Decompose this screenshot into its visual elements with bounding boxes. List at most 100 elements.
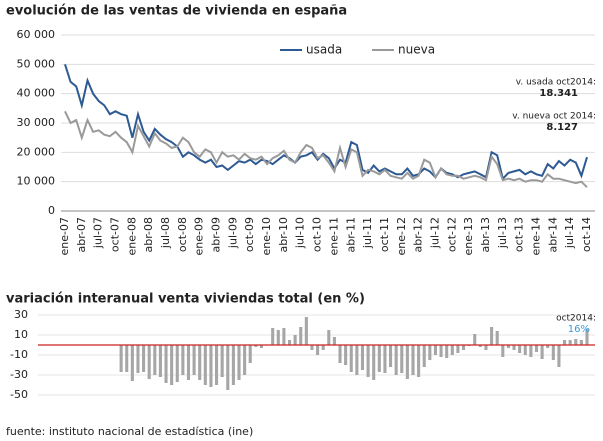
x-tick-label: ene-10 [260, 217, 273, 255]
x-tick-label: ene-12 [395, 217, 408, 255]
bar [563, 340, 567, 345]
bar [226, 345, 230, 390]
bar [389, 345, 393, 367]
x-tick-label: oct-07 [109, 217, 122, 252]
annotation-value: 8.127 [546, 122, 578, 133]
x-tick-label: jul-13 [496, 217, 509, 249]
bar [332, 337, 336, 345]
annotation-label: v. usada oct2014: [516, 78, 596, 88]
x-tick-label: jul-11 [361, 217, 374, 249]
x-tick-label: jul-07 [92, 217, 105, 249]
bar [186, 345, 191, 380]
bar [534, 345, 539, 352]
bar [546, 345, 550, 348]
bar [243, 345, 247, 375]
bar [557, 345, 561, 367]
bar [579, 340, 583, 345]
bar [282, 328, 286, 345]
y-tick-label: 50 000 [17, 57, 56, 70]
bar [405, 345, 409, 379]
bar [422, 345, 426, 367]
bar [125, 345, 129, 372]
x-tick-label: ene-14 [529, 217, 542, 255]
y-tick-label: -50 [10, 388, 28, 401]
bar [377, 345, 381, 372]
bar [198, 345, 202, 380]
x-tick-label: abr-10 [277, 217, 290, 253]
bar [439, 345, 443, 357]
y-tick-label: 10 000 [17, 175, 56, 188]
bar [394, 345, 398, 375]
bar [484, 345, 488, 350]
bar [175, 345, 179, 382]
bar [456, 345, 460, 353]
bar [411, 345, 415, 375]
x-tick-label: oct-08 [176, 217, 189, 252]
bar [220, 345, 224, 377]
bar [316, 345, 320, 355]
bar [417, 345, 421, 377]
bar [473, 334, 477, 345]
bar [568, 340, 572, 345]
bar [400, 345, 404, 373]
bar [445, 345, 449, 358]
x-tick-label: abr-11 [344, 217, 357, 253]
x-tick-label: jul-09 [226, 217, 239, 249]
bar [237, 345, 241, 380]
chart-title: evolución de las ventas de vivienda en e… [6, 4, 347, 19]
bar [321, 345, 325, 350]
x-tick-label: abr-13 [479, 217, 492, 253]
bar [490, 327, 494, 345]
bar [360, 345, 365, 370]
x-tick-label: jul-12 [428, 217, 441, 249]
x-tick-label: jul-14 [563, 217, 576, 249]
bar [551, 345, 555, 360]
footer: fuente: instituto nacional de estadístic… [6, 425, 253, 438]
y-tick-label: -10 [10, 348, 28, 361]
bar [142, 345, 146, 372]
bar [344, 345, 348, 365]
y-tick-label: -30 [10, 368, 28, 381]
bar [506, 345, 510, 348]
bar [338, 345, 342, 363]
bar [158, 345, 162, 377]
x-tick-label: abr-14 [546, 217, 559, 253]
x-tick-label: abr-08 [142, 217, 155, 253]
line-series [64, 63, 588, 181]
x-tick-label: oct-09 [243, 217, 256, 252]
bar [518, 345, 522, 353]
annotation-value: 18.341 [539, 88, 578, 99]
bar [192, 345, 196, 375]
x-tick-label: oct-10 [311, 217, 324, 252]
bar [366, 345, 370, 377]
chart-title: variación interanual venta viviendas tot… [6, 292, 365, 307]
bar [501, 345, 505, 357]
bar [299, 327, 303, 345]
y-tick-label: 30 [14, 308, 28, 321]
bar [130, 345, 134, 381]
bar [209, 345, 213, 387]
bar [574, 339, 578, 345]
y-tick-label: 0 [48, 204, 55, 217]
y-tick-label: 30 000 [17, 116, 56, 129]
bar [181, 345, 185, 375]
bar [287, 340, 292, 345]
bar [248, 345, 252, 363]
x-tick-label: jul-10 [294, 217, 307, 249]
bar [461, 345, 466, 350]
x-tick-label: oct-14 [580, 217, 593, 252]
bar [271, 328, 275, 345]
bar [231, 345, 235, 385]
annotation-label: oct2014: [556, 314, 596, 324]
x-tick-label: ene-11 [327, 217, 340, 255]
y-tick-label: 20 000 [17, 145, 56, 158]
x-tick-label: abr-09 [210, 217, 223, 253]
bar [259, 345, 263, 348]
x-tick-label: abr-07 [75, 217, 88, 253]
bar [215, 345, 219, 385]
bar [119, 345, 123, 372]
x-tick-label: abr-12 [412, 217, 425, 253]
bar [372, 345, 376, 380]
bar [585, 329, 589, 345]
